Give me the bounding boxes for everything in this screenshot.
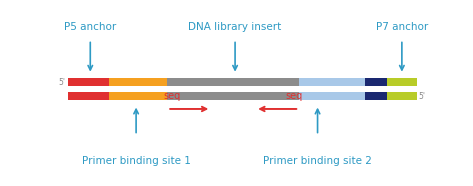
Bar [68, 92, 109, 100]
Bar [167, 92, 299, 100]
Bar [387, 78, 417, 86]
Text: P5 anchor: P5 anchor [64, 22, 116, 32]
Bar [68, 78, 109, 86]
Bar [299, 78, 365, 86]
Text: 5': 5' [59, 78, 66, 87]
Text: Primer binding site 1: Primer binding site 1 [82, 156, 191, 166]
Bar [365, 92, 387, 100]
Text: seq: seq [286, 91, 303, 101]
Bar [387, 92, 417, 100]
Bar [365, 78, 387, 86]
Bar [299, 92, 365, 100]
Text: Primer binding site 2: Primer binding site 2 [263, 156, 372, 166]
Bar [109, 78, 167, 86]
Text: P7 anchor: P7 anchor [376, 22, 428, 32]
Bar [109, 92, 167, 100]
Text: seq: seq [164, 91, 181, 101]
Bar [167, 78, 299, 86]
Text: DNA library insert: DNA library insert [188, 22, 282, 32]
Text: 5': 5' [418, 92, 425, 101]
